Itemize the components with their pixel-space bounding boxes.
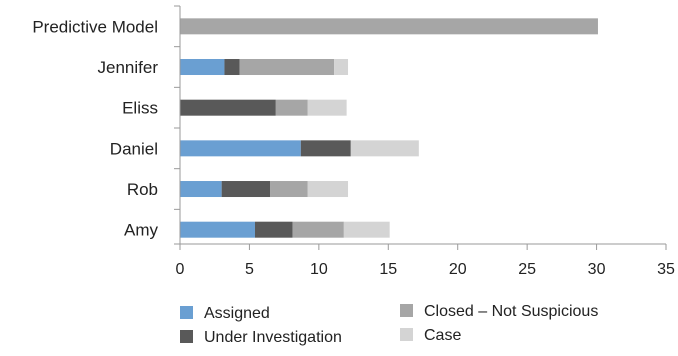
bar-under-investigation-jennifer [224, 59, 240, 76]
bar-case-eliss [307, 99, 347, 116]
bar-assigned-daniel [180, 140, 301, 157]
category-label: Jennifer [98, 58, 159, 77]
bar-case-amy [343, 221, 390, 238]
legend-label-closed-not-suspicious: Closed – Not Suspicious [424, 303, 598, 320]
x-tick-label: 15 [379, 261, 397, 278]
x-tick-label: 35 [657, 261, 675, 278]
category-label: Daniel [110, 139, 158, 158]
legend-swatch-closed-not-suspicious [400, 304, 413, 317]
x-tick-label: 20 [449, 261, 467, 278]
bar-case-rob [307, 181, 349, 198]
bar-closed-not-suspicious-rob [270, 181, 308, 198]
bar-closed-not-suspicious-eliss [275, 99, 308, 116]
bar-assigned-amy [180, 221, 255, 238]
bar-under-investigation-amy [254, 221, 293, 238]
bar-under-investigation-eliss [180, 99, 276, 116]
bar-closed-not-suspicious-predictive-model [180, 18, 598, 35]
category-label: Amy [124, 221, 159, 240]
x-tick-label: 0 [176, 261, 185, 278]
bar-under-investigation-daniel [300, 140, 351, 157]
x-tick-label: 5 [245, 261, 254, 278]
bar-closed-not-suspicious-amy [292, 221, 344, 238]
bar-case-daniel [350, 140, 419, 157]
legend-label-assigned: Assigned [204, 305, 270, 322]
legend-swatch-assigned [180, 306, 193, 319]
legend-label-case: Case [424, 327, 461, 344]
bar-assigned-rob [180, 181, 222, 198]
legend-swatch-case [400, 328, 413, 341]
bar-under-investigation-rob [221, 181, 271, 198]
legend-label-under-investigation: Under Investigation [204, 329, 342, 346]
category-label: Eliss [122, 99, 158, 118]
x-tick-label: 30 [588, 261, 606, 278]
x-tick-label: 10 [310, 261, 328, 278]
x-tick-label: 25 [518, 261, 536, 278]
legend-swatch-under-investigation [180, 330, 193, 343]
category-label: Rob [127, 180, 158, 199]
category-label: Predictive Model [32, 17, 158, 36]
bar-case-jennifer [334, 59, 349, 76]
bar-assigned-jennifer [180, 59, 225, 76]
bar-closed-not-suspicious-jennifer [239, 59, 335, 76]
